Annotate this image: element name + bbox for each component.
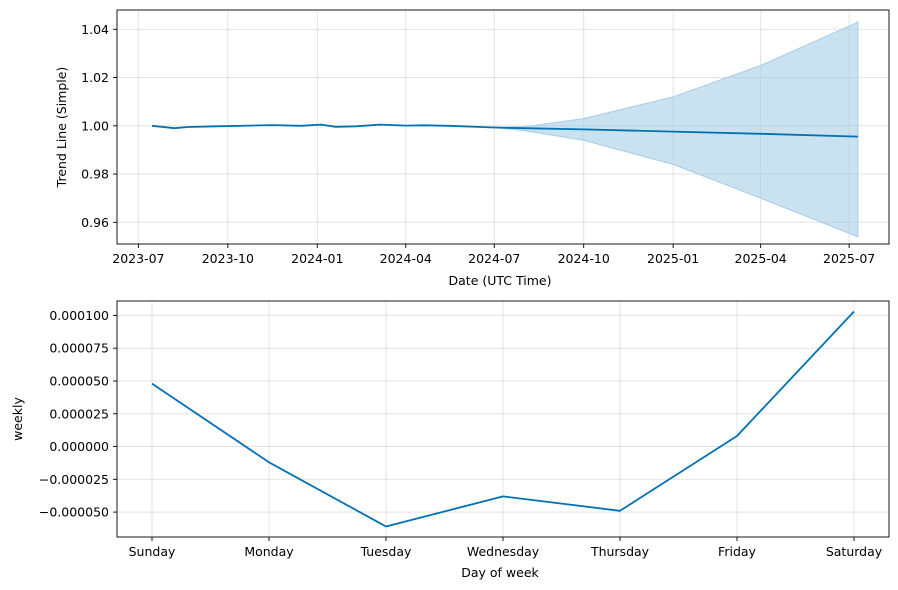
weekly-y-tick-label: 0.000075 xyxy=(49,341,109,356)
trend-x-tick-label: 2025-04 xyxy=(735,251,787,266)
weekly-x-tick-label: Sunday xyxy=(129,544,176,559)
trend-y-tick-label: 0.96 xyxy=(81,215,109,230)
weekly-line xyxy=(151,310,855,528)
trend-x-tick-label: 2024-04 xyxy=(380,251,432,266)
trend-x-tick-label: 2025-07 xyxy=(823,251,875,266)
trend-x-axis-label: Date (UTC Time) xyxy=(449,273,552,288)
weekly-y-ticks: −0.000050 −0.000025 0.000000 0.000025 0.0000… xyxy=(39,308,117,520)
trend-y-tick-label: 1.04 xyxy=(81,22,109,37)
trend-x-tick-label: 2024-10 xyxy=(558,251,610,266)
weekly-x-tick-label: Saturday xyxy=(826,544,883,559)
trend-x-tick-label: 2024-07 xyxy=(468,251,520,266)
trend-y-axis-label: Trend Line (Simple) xyxy=(54,67,69,189)
weekly-y-tick-label: 0.000100 xyxy=(49,308,109,323)
trend-line xyxy=(151,123,858,138)
weekly-grid xyxy=(117,301,889,537)
weekly-x-ticks: Sunday Monday Tuesday Wednesday Thursday Frid… xyxy=(129,537,883,559)
trend-chart: 2023-07 2023-10 2024-01 2024-04 2024-07 2024-… xyxy=(54,9,890,288)
trend-y-tick-label: 1.00 xyxy=(81,118,109,133)
trend-x-tick-label: 2024-01 xyxy=(291,251,343,266)
weekly-x-tick-label: Tuesday xyxy=(360,544,412,559)
weekly-x-axis-label: Day of week xyxy=(461,565,539,580)
weekly-x-tick-label: Friday xyxy=(718,544,756,559)
weekly-x-tick-label: Thursday xyxy=(590,544,650,559)
trend-x-tick-label: 2023-10 xyxy=(202,251,254,266)
trend-y-tick-label: 0.98 xyxy=(81,167,109,182)
weekly-x-tick-label: Monday xyxy=(244,544,294,559)
trend-x-tick-label: 2025-01 xyxy=(647,251,699,266)
weekly-y-tick-label: 0.000050 xyxy=(49,373,109,388)
weekly-x-tick-label: Wednesday xyxy=(467,544,540,559)
trend-y-tick-label: 1.02 xyxy=(81,70,109,85)
trend-y-ticks: 0.96 0.98 1.00 1.02 1.04 xyxy=(81,22,117,230)
trend-x-ticks: 2023-07 2023-10 2024-01 2024-04 2024-07 2024-… xyxy=(112,244,875,266)
weekly-y-tick-label: −0.000050 xyxy=(39,505,109,520)
weekly-chart: Sunday Monday Tuesday Wednesday Thursday Frid… xyxy=(10,300,890,580)
weekly-y-axis-label: weekly xyxy=(10,397,25,441)
trend-uncertainty-band xyxy=(494,21,859,238)
trend-plot-frame xyxy=(116,9,890,245)
trend-x-tick-label: 2023-07 xyxy=(112,251,164,266)
weekly-y-tick-label: 0.000000 xyxy=(49,439,109,454)
weekly-y-tick-label: 0.000025 xyxy=(49,406,109,421)
weekly-y-tick-label: −0.000025 xyxy=(39,472,109,487)
